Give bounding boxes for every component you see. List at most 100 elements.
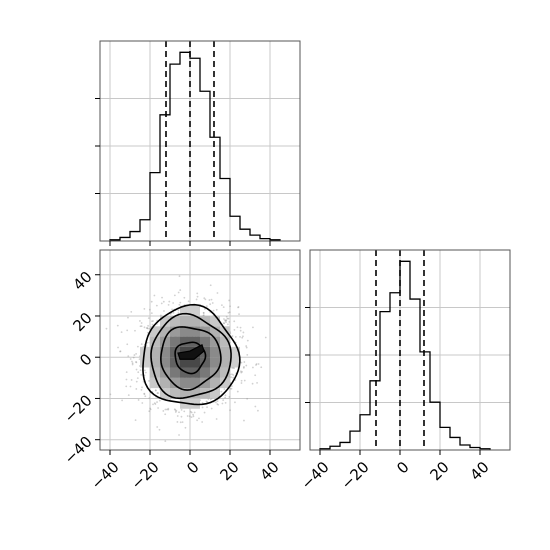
scatter-point: [192, 413, 195, 416]
scatter-point: [149, 407, 152, 410]
density-cell: [220, 336, 230, 347]
scatter-point: [215, 308, 218, 311]
scatter-point: [162, 300, 165, 303]
scatter-point: [159, 314, 162, 317]
scatter-point: [166, 408, 168, 411]
scatter-point: [217, 403, 220, 406]
scatter-point: [211, 302, 214, 304]
scatter-point: [230, 385, 233, 388]
density-cell: [210, 346, 220, 358]
scatter-point: [233, 328, 236, 331]
scatter-point: [228, 320, 231, 323]
scatter-point: [162, 410, 165, 412]
density-cell: [190, 326, 200, 337]
scatter-point: [156, 392, 159, 394]
scatter-point: [177, 312, 180, 314]
density-cell: [220, 357, 230, 368]
scatter-point: [214, 401, 217, 404]
scatter-point: [210, 298, 213, 301]
density-cell: [190, 305, 200, 316]
scatter-point: [150, 300, 153, 303]
density-cell: [170, 336, 180, 347]
scatter-point: [119, 350, 121, 353]
scatter-point: [198, 417, 200, 420]
scatter-point: [195, 298, 198, 301]
scatter-point: [196, 295, 199, 298]
scatter-point: [226, 317, 229, 320]
scatter-point: [135, 368, 138, 371]
scatter-point: [147, 317, 150, 320]
scatter-point: [239, 370, 242, 373]
scatter-point: [127, 394, 130, 396]
scatter-point: [180, 408, 183, 411]
scatter-point: [251, 382, 254, 385]
scatter-point: [134, 329, 136, 332]
scatter-point: [246, 397, 249, 400]
scatter-point: [129, 358, 132, 360]
scatter-point: [146, 327, 149, 330]
scatter-point: [136, 377, 139, 380]
scatter-point: [127, 316, 129, 319]
density-cell: [150, 377, 160, 389]
scatter-point: [203, 411, 206, 414]
density-cell: [220, 367, 230, 378]
scatter-point: [229, 305, 231, 308]
scatter-point: [264, 336, 267, 339]
scatter-point: [143, 369, 146, 372]
scatter-point: [223, 388, 226, 391]
scatter-point: [125, 371, 128, 374]
scatter-point: [183, 410, 186, 413]
density-cell: [160, 326, 170, 337]
scatter-point: [116, 324, 119, 327]
scatter-point: [177, 309, 180, 312]
scatter-point: [141, 386, 143, 389]
scatter-point: [196, 292, 199, 295]
density-cell: [200, 377, 210, 389]
scatter-point: [230, 387, 233, 390]
scatter-point: [202, 314, 205, 317]
density-cell: [160, 346, 170, 358]
scatter-point: [209, 284, 212, 287]
density-cell: [180, 357, 190, 368]
scatter-point: [176, 415, 179, 417]
density-contour: [150, 312, 232, 400]
scatter-point: [234, 401, 236, 404]
scatter-point: [130, 310, 133, 313]
scatter-point: [158, 399, 161, 402]
density-cell: [210, 326, 220, 337]
scatter-point: [240, 379, 243, 382]
scatter-point: [184, 426, 187, 429]
scatter-point: [256, 381, 258, 384]
scatter-point: [161, 296, 163, 299]
density-cell: [220, 326, 230, 337]
scatter-point: [225, 321, 227, 324]
scatter-point: [230, 376, 232, 379]
scatter-point: [226, 323, 229, 326]
density-cell: [200, 357, 210, 368]
scatter-point: [242, 331, 245, 334]
scatter-point: [255, 363, 258, 365]
scatter-point: [135, 353, 138, 355]
scatter-point: [148, 397, 151, 400]
density-cell: [180, 367, 190, 378]
density-cell: [210, 336, 220, 347]
density-cell: [190, 315, 200, 327]
scatter-point: [169, 313, 172, 315]
scatter-point: [138, 358, 141, 361]
histogram-x-steps: [109, 51, 281, 241]
scatter-point: [260, 366, 263, 369]
scatter-point: [246, 353, 249, 356]
scatter-point: [172, 302, 175, 304]
scatter-point: [105, 327, 108, 330]
scatter-point: [240, 371, 243, 374]
scatter-point: [232, 376, 235, 379]
histogram-y-quantile-lines: [375, 250, 425, 450]
density-contour: [142, 303, 241, 406]
scatter-point: [132, 356, 135, 359]
density-cell: [170, 326, 180, 337]
scatter-point: [240, 361, 243, 364]
scatter-point: [131, 362, 134, 365]
scatter-point: [188, 415, 191, 418]
scatter-point: [155, 304, 158, 307]
